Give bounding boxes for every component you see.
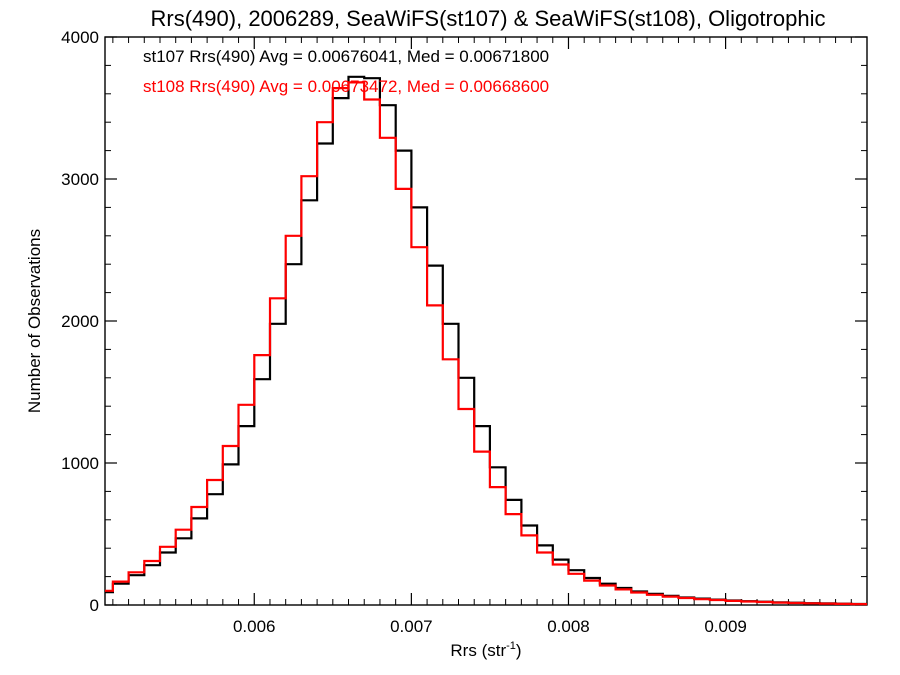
plot-area xyxy=(104,36,868,606)
y-tick-label: 0 xyxy=(90,596,99,615)
x-tick-label: 0.009 xyxy=(704,617,747,636)
plot-border xyxy=(104,36,868,606)
x-axis-ticks: 0.006 0.007 0.008 0.009 xyxy=(112,37,868,636)
x-axis-label-superscript: -1 xyxy=(506,640,516,652)
chart-title: Rrs(490), 2006289, SeaWiFS(st107) & SeaW… xyxy=(151,6,826,31)
series-line-st107 xyxy=(105,75,867,606)
y-tick-label: 4000 xyxy=(61,28,99,47)
x-tick-label: 0.006 xyxy=(233,617,276,636)
y-axis-ticks: 0 1000 2000 3000 4000 xyxy=(61,28,867,615)
y-axis-label: Number of Observations xyxy=(25,229,44,413)
x-axis-label: Rrs (str-1) xyxy=(450,640,521,660)
y-tick-label: 3000 xyxy=(61,170,99,189)
x-tick-label: 0.007 xyxy=(390,617,433,636)
x-tick-label: 0.008 xyxy=(547,617,590,636)
x-axis-label-main: Rrs (str xyxy=(450,641,506,660)
y-tick-label: 2000 xyxy=(61,312,99,331)
y-tick-label: 1000 xyxy=(61,454,99,473)
series-line-st108 xyxy=(105,81,867,606)
annotation-st108: st108 Rrs(490) Avg = 0.00673472, Med = 0… xyxy=(143,77,549,96)
annotation-st107: st107 Rrs(490) Avg = 0.00676041, Med = 0… xyxy=(143,47,549,66)
x-axis-label-suffix: ) xyxy=(516,641,522,660)
series-layer xyxy=(105,75,867,606)
